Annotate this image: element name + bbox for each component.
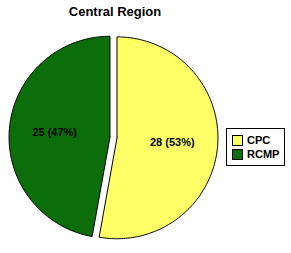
svg-text:28 (53%): 28 (53%) [150, 136, 195, 148]
html-text:RCMP: RCMP [247, 148, 280, 160]
svg-text:25 (47%): 25 (47%) [32, 126, 77, 138]
html-text:CPC: CPC [247, 134, 271, 146]
html-text:Central Region: Central Region [68, 4, 162, 19]
